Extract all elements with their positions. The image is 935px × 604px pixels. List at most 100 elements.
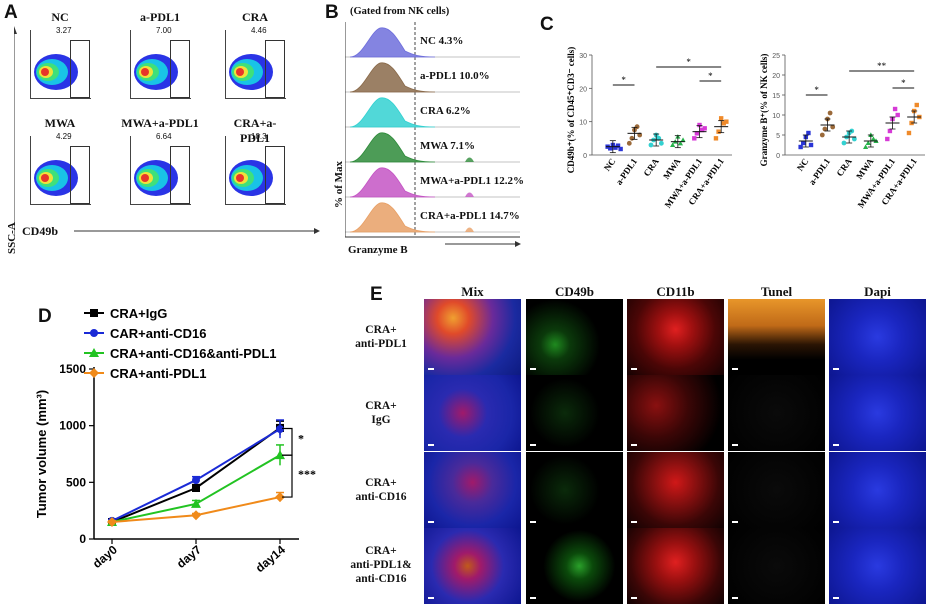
legend-marker xyxy=(89,368,99,378)
category-label: CRA xyxy=(834,156,854,178)
panel-a-letter: A xyxy=(4,2,18,23)
y-tick-label: 0 xyxy=(583,153,587,160)
category-label: a-PDL1 xyxy=(614,156,640,187)
legend-label: CRA+anti-CD16&anti-PDL1 xyxy=(110,346,277,361)
gate-rectangle xyxy=(170,40,190,98)
legend-marker xyxy=(89,348,99,357)
data-point xyxy=(724,119,729,124)
data-point xyxy=(191,498,201,508)
data-point xyxy=(798,144,803,150)
panel-a-x-label: CD49b xyxy=(22,224,59,238)
panel-b-histograms xyxy=(345,22,521,247)
data-point xyxy=(692,136,697,141)
microscopy-column-header: CD49b xyxy=(554,284,594,299)
significance-marker: * xyxy=(686,57,691,67)
histogram-label: a-PDL1 10.0% xyxy=(420,70,490,82)
gate-percentage: 4.46 xyxy=(251,26,267,35)
flow-plot xyxy=(225,136,286,205)
significance-marker: *** xyxy=(298,467,316,481)
density-blob xyxy=(41,68,49,76)
flow-plot xyxy=(130,136,191,205)
data-point xyxy=(276,425,284,434)
microscopy-image xyxy=(424,299,521,375)
histogram-peak xyxy=(349,27,436,58)
data-point xyxy=(841,140,847,146)
data-point xyxy=(822,126,828,132)
y-tick-label: 25 xyxy=(772,53,780,60)
gate-percentage: 4.29 xyxy=(56,132,72,141)
legend-marker xyxy=(90,329,98,337)
panel-c-letter: C xyxy=(540,14,554,35)
microscopy-column-header: Mix xyxy=(461,284,484,299)
microscopy-image xyxy=(728,452,825,528)
histogram-label: NC 4.3% xyxy=(420,35,464,47)
category-label: NC xyxy=(795,156,811,172)
data-point xyxy=(819,132,825,138)
data-point xyxy=(718,116,724,121)
data-point xyxy=(680,137,686,142)
significance-marker: * xyxy=(298,432,304,446)
gate-percentage: 3.27 xyxy=(56,26,72,35)
gate-rectangle xyxy=(265,40,285,98)
flow-plot-title: CRA+a-PDL1 xyxy=(233,116,277,145)
scale-bar xyxy=(530,444,536,446)
data-point xyxy=(694,131,700,136)
scale-bar xyxy=(530,368,536,370)
microscopy-row-label: CRA+ IgG xyxy=(365,400,397,426)
data-point xyxy=(808,142,814,148)
y-tick-label: 30 xyxy=(579,53,587,60)
category-label: CRA xyxy=(641,156,661,178)
data-point xyxy=(699,127,705,133)
scale-bar xyxy=(833,521,839,523)
data-point xyxy=(697,122,702,128)
panel-b-letter: B xyxy=(325,2,339,23)
flow-plot xyxy=(130,30,191,99)
histogram-label: MWA+a-PDL1 12.2% xyxy=(420,175,525,187)
scale-bar xyxy=(530,597,536,599)
microscopy-image xyxy=(829,528,926,604)
data-point xyxy=(107,517,117,527)
flow-plot-title: MWA xyxy=(44,116,76,130)
flow-plot xyxy=(30,30,91,99)
significance-marker: * xyxy=(708,71,713,81)
y-tick-label: 0 xyxy=(79,532,86,546)
microscopy-image xyxy=(526,528,623,604)
data-point xyxy=(721,121,726,126)
scale-bar xyxy=(631,368,637,370)
scale-bar xyxy=(631,597,637,599)
data-point xyxy=(615,143,621,148)
microscopy-image xyxy=(627,299,724,375)
significance-marker: * xyxy=(621,75,626,85)
legend-label: CAR+anti-CD16 xyxy=(110,326,206,341)
microscopy-image xyxy=(627,452,724,528)
x-tick-label: day0 xyxy=(90,542,120,571)
microscopy-image xyxy=(728,375,825,451)
data-point xyxy=(191,510,201,521)
y-tick-label: 10 xyxy=(579,120,587,127)
histogram-peak xyxy=(349,132,436,163)
microscopy-image xyxy=(728,528,825,604)
flow-plot-title: NC xyxy=(51,10,69,24)
data-point xyxy=(863,144,869,149)
flow-plot-title: CRA xyxy=(242,10,268,24)
scale-bar xyxy=(428,368,434,370)
histogram-peak xyxy=(349,97,436,128)
scale-bar xyxy=(428,597,434,599)
category-label: NC xyxy=(602,156,618,172)
x-tick-label: day14 xyxy=(253,542,288,575)
significance-bracket xyxy=(282,427,293,456)
scale-bar xyxy=(833,444,839,446)
microscopy-column-header: Tunel xyxy=(760,284,793,299)
histogram-minor-peak xyxy=(465,227,474,232)
y-tick-label: 1500 xyxy=(59,362,86,376)
microscopy-image xyxy=(627,528,724,604)
y-tick-label: 20 xyxy=(772,73,780,80)
significance-marker: ** xyxy=(877,61,887,71)
microscopy-image xyxy=(829,375,926,451)
data-point xyxy=(626,140,632,146)
scale-bar xyxy=(631,444,637,446)
microscopy-row-label: CRA+ anti-PDL1 xyxy=(355,324,407,350)
density-blob xyxy=(236,68,244,76)
y-axis-label: Tumor volume (mm³) xyxy=(34,390,49,518)
